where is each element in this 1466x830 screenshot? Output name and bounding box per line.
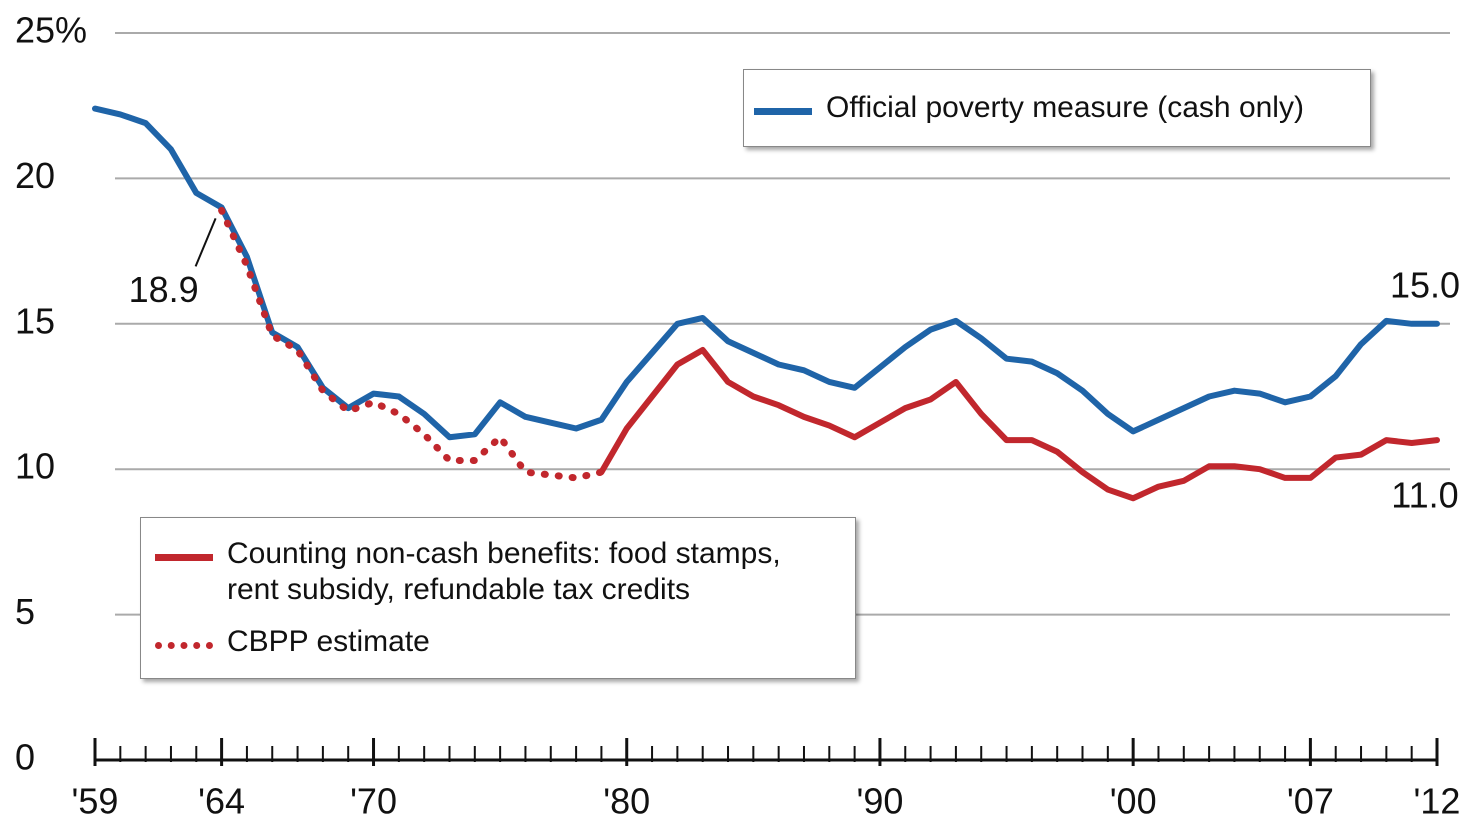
- y-tick-label: 0: [15, 737, 35, 778]
- series-line: [92, 105, 1440, 441]
- legend-swatch: [155, 642, 213, 649]
- legend-entry: Official poverty measure (cash only): [754, 90, 1360, 126]
- series-line: [218, 206, 605, 482]
- x-tick-label: '70: [350, 781, 397, 822]
- data-label: 11.0: [1391, 475, 1458, 516]
- x-tick-label: '80: [603, 781, 650, 822]
- legend-swatch: [754, 108, 812, 115]
- data-label: 18.9: [129, 269, 199, 310]
- series-line: [598, 346, 1440, 502]
- y-tick-label: 25%: [15, 10, 87, 51]
- legend-swatch: [155, 554, 213, 561]
- legend: Counting non-cash benefits: food stamps,…: [140, 517, 856, 679]
- legend-entry: Counting non-cash benefits: food stamps,…: [155, 536, 845, 608]
- y-tick-label: 5: [15, 591, 35, 632]
- leader-line: [194, 218, 217, 267]
- legend-label: CBPP estimate: [227, 625, 430, 658]
- legend: Official poverty measure (cash only): [743, 69, 1371, 147]
- y-tick-label: 20: [15, 155, 55, 196]
- legend-entry: CBPP estimate: [155, 624, 845, 660]
- x-tick-label: '00: [1110, 781, 1157, 822]
- data-label: 15.0: [1390, 264, 1460, 305]
- legend-label: Official poverty measure (cash only): [826, 91, 1304, 124]
- x-tick-label: '59: [72, 781, 119, 822]
- x-tick-label: '64: [198, 781, 245, 822]
- x-tick-label: '07: [1287, 781, 1334, 822]
- x-tick-label: '90: [856, 781, 903, 822]
- x-tick-label: '12: [1414, 781, 1461, 822]
- legend-label: Counting non-cash benefits: food stamps,…: [227, 537, 781, 606]
- y-tick-label: 15: [15, 300, 55, 341]
- y-tick-label: 10: [15, 446, 55, 487]
